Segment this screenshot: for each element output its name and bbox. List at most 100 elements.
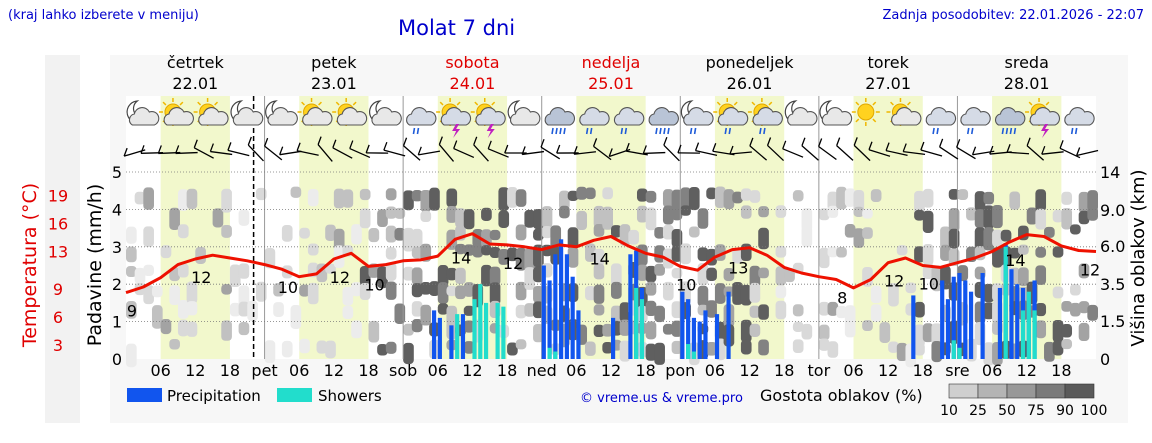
cloud-cell bbox=[1070, 284, 1081, 296]
cloud-cell bbox=[706, 267, 717, 281]
sun-ray bbox=[733, 101, 738, 106]
cloud-cell bbox=[498, 210, 510, 228]
cloud-cell bbox=[628, 229, 639, 245]
wind-shaft bbox=[158, 151, 181, 155]
wind-feather bbox=[836, 137, 841, 146]
cloud-cell bbox=[818, 247, 830, 269]
legend-showers-swatch bbox=[277, 388, 312, 402]
wind-barb bbox=[853, 137, 871, 162]
cloud-cell bbox=[593, 224, 605, 237]
wind-shaft bbox=[227, 149, 250, 157]
wind-feather bbox=[573, 146, 578, 155]
cloud-cell bbox=[948, 228, 960, 249]
cloud-height-axis-title: Višina oblakov (km) bbox=[1128, 169, 1149, 346]
cloud-cell bbox=[645, 300, 657, 317]
day-abbr-label: ned bbox=[527, 361, 557, 380]
precip-bar bbox=[940, 280, 945, 359]
cloud-shape bbox=[128, 107, 160, 126]
cloud-cell bbox=[844, 319, 856, 338]
cloud-cell bbox=[342, 286, 354, 306]
temperature-label: 13 bbox=[728, 259, 748, 278]
cloud-cell bbox=[585, 341, 596, 356]
location-hint[interactable]: (kraj lahko izberete v meniju) bbox=[8, 8, 199, 23]
sun-ray bbox=[890, 101, 894, 106]
precip-bar bbox=[559, 239, 564, 359]
cloud-cell bbox=[221, 320, 232, 341]
cloud-cell bbox=[602, 187, 613, 200]
rain-drop bbox=[970, 127, 974, 135]
precip-bar bbox=[1015, 284, 1020, 359]
precip-bar bbox=[570, 276, 575, 359]
day-date: 28.01 bbox=[1004, 74, 1050, 93]
cloud-cell bbox=[844, 188, 856, 207]
cloud-cell bbox=[515, 339, 527, 350]
wind-barb bbox=[193, 139, 214, 159]
cloud-cell bbox=[533, 208, 544, 230]
cloud-cell bbox=[1035, 265, 1047, 285]
cloud-cell bbox=[385, 188, 397, 201]
cloud-cell bbox=[1035, 302, 1047, 317]
cloud-cell bbox=[411, 267, 423, 286]
credit-link[interactable]: © vreme.us & vreme.pro bbox=[580, 391, 743, 406]
cloud-cell bbox=[706, 187, 717, 200]
cloud-cell bbox=[662, 205, 674, 225]
shower-bar bbox=[691, 351, 697, 359]
sun-cloud-rain-icon bbox=[747, 98, 783, 135]
temp-tick-label: 9 bbox=[53, 280, 63, 299]
rain-drop bbox=[1001, 127, 1005, 135]
wind-feather bbox=[868, 141, 873, 150]
cloud-cell bbox=[758, 206, 769, 218]
cloud-cell bbox=[602, 206, 613, 230]
cloud-height-tick-label: 3.5 bbox=[1100, 275, 1125, 294]
cloud-cell bbox=[325, 340, 336, 359]
cloud-cell bbox=[645, 321, 657, 340]
cloud-cell bbox=[619, 224, 631, 246]
cloud-cell bbox=[870, 285, 882, 304]
cloud-cell bbox=[229, 302, 241, 317]
cloud-cell bbox=[775, 285, 787, 299]
wind-shaft bbox=[1007, 151, 1030, 155]
cloud-cell bbox=[983, 342, 995, 366]
rain-drop bbox=[763, 127, 766, 135]
cloud-shape bbox=[267, 107, 298, 126]
cloud-cell bbox=[472, 243, 484, 258]
cloud-cell bbox=[870, 189, 882, 203]
cloud-cell bbox=[229, 264, 241, 288]
wind-barb bbox=[642, 145, 666, 155]
x-tick-label: 18 bbox=[220, 361, 240, 380]
wind-barb bbox=[573, 146, 597, 155]
legend-showers-label: Showers bbox=[318, 387, 382, 405]
cloud-cell bbox=[654, 263, 665, 276]
density-step-label: 25 bbox=[969, 403, 987, 419]
wind-barb bbox=[349, 140, 371, 159]
rain-drop bbox=[1009, 127, 1013, 135]
cloud-cell bbox=[714, 186, 726, 209]
wind-feather bbox=[332, 139, 337, 149]
cloud-height-tick-label: 14 bbox=[1100, 163, 1120, 182]
wind-shaft bbox=[332, 147, 353, 159]
wind-barb bbox=[939, 138, 959, 160]
cloud-cell bbox=[151, 285, 163, 298]
precip-bar bbox=[714, 314, 720, 359]
cloud-cell bbox=[524, 303, 536, 317]
wind-feather bbox=[438, 136, 443, 145]
temperature-label: 10 bbox=[364, 275, 384, 294]
day-date: 26.01 bbox=[727, 74, 773, 93]
cloud-cell bbox=[1035, 189, 1047, 212]
cloud-cell bbox=[974, 191, 986, 211]
temp-tick-label: 13 bbox=[48, 242, 68, 261]
moon-cloud-icon bbox=[819, 100, 853, 126]
cloud-shape bbox=[613, 107, 645, 126]
lightning-bolt bbox=[486, 124, 495, 138]
wind-shaft bbox=[193, 147, 214, 159]
precip-tick-label: 4 bbox=[112, 200, 122, 219]
cloud-cell bbox=[792, 339, 804, 354]
rain-drop bbox=[667, 127, 670, 135]
cloud-cell bbox=[264, 247, 276, 269]
cloud-cell bbox=[585, 285, 596, 301]
cloud-cell bbox=[533, 323, 544, 343]
lightning-bolt bbox=[452, 124, 461, 138]
wind-shaft bbox=[296, 150, 319, 156]
cloud-cell bbox=[896, 342, 908, 361]
wind-barb bbox=[1059, 140, 1081, 159]
